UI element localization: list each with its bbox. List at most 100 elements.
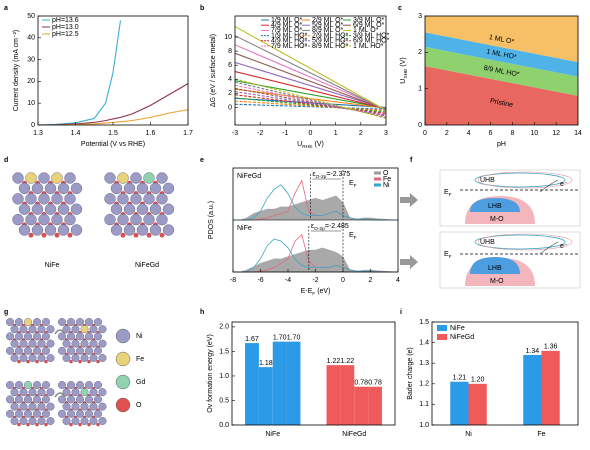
oxygen-atom [54,232,60,238]
x-tick-label: -4 [285,277,291,284]
band-label: LHB [488,265,502,272]
oxygen-atom [78,359,82,364]
oxygen-atom [17,422,21,427]
legend-label: Ni [383,182,390,189]
x-tick-label: 2 [359,130,363,137]
atom [94,346,102,355]
fermi-label: EF [444,251,452,260]
y-tick-label: 0 [31,122,35,129]
atom [62,417,71,425]
atom [28,354,37,362]
atom [25,172,37,184]
reaction-arrow [54,392,66,398]
series-line [235,80,386,109]
legend-label: NiFeGd [450,334,474,341]
series-line [235,84,386,118]
atom [80,417,89,425]
x-tick-label: 4 [467,130,471,137]
atom [94,409,102,418]
atom [64,193,76,205]
atom [42,346,50,355]
legend-atom [115,328,131,344]
oxygen-atom [133,232,139,238]
panel-letter: e [200,157,204,164]
label-part: F [354,183,357,189]
axis-label: pH [497,141,506,148]
legend-label: O [383,170,389,177]
atom [51,193,63,205]
atom [149,203,162,215]
uhb-band [474,172,566,188]
atom [58,381,66,389]
y-tick-label: 0.0 [219,422,229,429]
atom [46,402,55,411]
legend-label: 6/9 ML HO* [353,38,390,45]
atom [62,325,71,334]
legend-label: Ni [136,333,143,340]
atom [15,346,23,355]
series-line [235,52,386,111]
atom [46,417,55,425]
label-part: (eV) [315,288,330,295]
legend-label: 1/9 ML HO* [271,32,308,39]
oxygen-atom [41,232,47,238]
legend-label: pH=12.5 [52,31,79,38]
legend-swatch [437,325,447,331]
atom [42,409,50,418]
label-part: U [297,141,302,148]
legend-label: Gd [136,379,145,386]
atom [94,381,102,389]
atom [110,182,123,195]
atom [57,182,70,195]
atom [19,388,28,397]
legend-label: 5/9 ML HO* [312,38,349,45]
y-tick-label: 20 [27,78,35,85]
atom [37,388,46,397]
legend-label: Fe [383,176,391,183]
axis-label: URHE (V) [297,141,324,150]
atom [33,381,41,389]
bar [326,365,341,425]
atom [44,182,57,195]
oxygen-atom [87,359,91,364]
y-tick-label: 1 [418,86,422,93]
atom [58,332,66,341]
atom [10,417,19,425]
y-tick-label: 1.3 [419,360,429,367]
bar [468,383,487,425]
atom [12,172,24,184]
bar [340,365,355,425]
atom [62,354,71,362]
value-label: 1.20 [471,377,485,384]
atom [37,417,46,425]
label-part: U [400,79,407,84]
pdos-curve [233,195,399,221]
x-tick-label: -2 [257,130,263,137]
label-part: F [449,254,452,260]
atom [38,172,50,184]
legend-label: 7/9 ML HO* [271,43,308,50]
atom [98,417,107,425]
y-tick-label: 30 [27,56,35,63]
bar [523,354,542,425]
x-tick-label: 1.4 [71,130,81,137]
label-part: F [449,192,452,198]
atom [46,388,55,397]
atom [38,213,50,226]
atom [24,346,32,355]
x-tick-label: -8 [230,277,236,284]
oxygen-atom [69,422,73,427]
atom [67,346,75,355]
atom [80,325,89,334]
bar [272,341,287,425]
x-tick-label: -6 [257,277,263,284]
atom [64,213,76,226]
fermi-label: EF [349,180,357,189]
series-line [38,83,188,125]
panel-letter: c [398,5,402,12]
x-tick-label: 1.5 [108,130,118,137]
axis-label: Bader charge (e) [407,347,414,400]
atom [33,318,41,326]
atom [156,172,168,184]
atom [71,388,80,397]
